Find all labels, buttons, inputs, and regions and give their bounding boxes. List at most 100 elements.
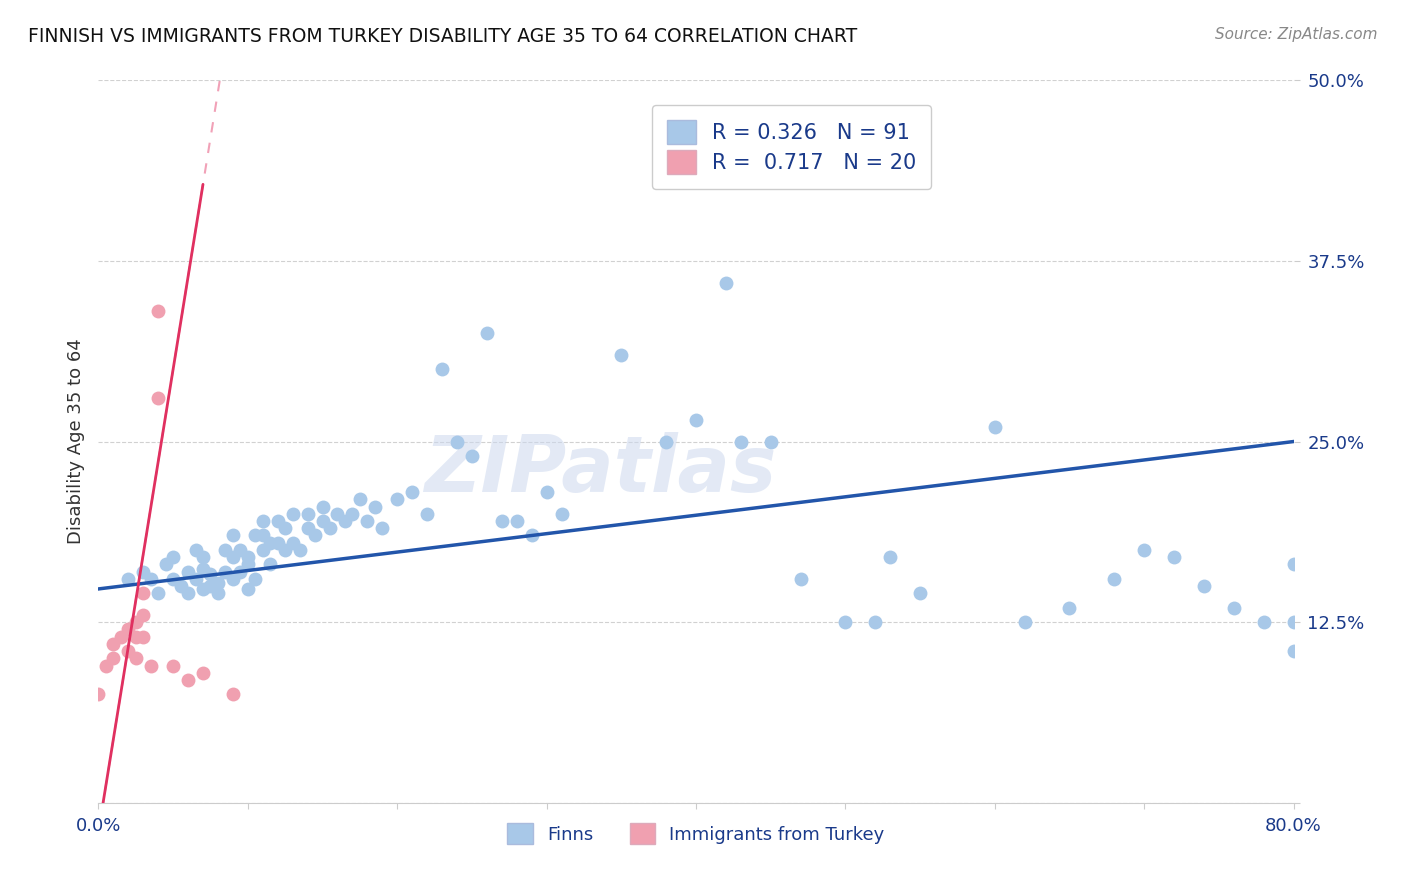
Legend: Finns, Immigrants from Turkey: Finns, Immigrants from Turkey — [501, 816, 891, 852]
Point — [236, 558, 259, 572]
Point — [87, 687, 110, 701]
Point — [385, 492, 409, 507]
Point — [132, 586, 155, 600]
Point — [326, 507, 349, 521]
Point — [191, 550, 214, 565]
Point — [908, 586, 931, 600]
Point — [1282, 615, 1305, 630]
Point — [103, 651, 125, 665]
Point — [984, 420, 1007, 434]
Point — [148, 304, 170, 318]
Point — [865, 615, 887, 630]
Point — [1223, 600, 1246, 615]
Point — [191, 562, 214, 576]
Point — [371, 521, 394, 535]
Point — [834, 615, 856, 630]
Point — [267, 535, 290, 549]
Point — [245, 528, 267, 542]
Point — [252, 514, 274, 528]
Point — [879, 550, 901, 565]
Point — [1104, 572, 1126, 586]
Point — [349, 492, 371, 507]
Point — [311, 500, 333, 514]
Point — [117, 572, 139, 586]
Point — [685, 413, 707, 427]
Point — [446, 434, 468, 449]
Point — [125, 630, 148, 644]
Point — [1059, 600, 1081, 615]
Point — [229, 542, 252, 557]
Point — [297, 507, 319, 521]
Point — [267, 514, 290, 528]
Point — [200, 579, 222, 593]
Point — [132, 630, 155, 644]
Point — [184, 572, 207, 586]
Point — [207, 576, 229, 591]
Point — [304, 528, 326, 542]
Point — [342, 507, 364, 521]
Point — [184, 542, 207, 557]
Point — [274, 542, 297, 557]
Point — [430, 362, 453, 376]
Point — [475, 326, 498, 340]
Point — [222, 687, 245, 701]
Point — [789, 572, 811, 586]
Text: ZIPatlas: ZIPatlas — [425, 433, 776, 508]
Point — [169, 579, 191, 593]
Point — [550, 507, 572, 521]
Point — [1014, 615, 1036, 630]
Point — [259, 558, 281, 572]
Point — [117, 623, 139, 637]
Point — [236, 550, 259, 565]
Text: FINNISH VS IMMIGRANTS FROM TURKEY DISABILITY AGE 35 TO 64 CORRELATION CHART: FINNISH VS IMMIGRANTS FROM TURKEY DISABI… — [28, 27, 858, 45]
Point — [491, 514, 513, 528]
Point — [236, 582, 259, 596]
Point — [148, 586, 170, 600]
Point — [94, 658, 117, 673]
Point — [148, 391, 170, 405]
Point — [132, 607, 155, 622]
Point — [229, 565, 252, 579]
Point — [139, 572, 162, 586]
Point — [207, 586, 229, 600]
Point — [162, 572, 184, 586]
Point — [1163, 550, 1185, 565]
Point — [274, 521, 297, 535]
Point — [281, 535, 304, 549]
Point — [222, 528, 245, 542]
Point — [222, 572, 245, 586]
Point — [252, 528, 274, 542]
Point — [401, 485, 423, 500]
Point — [364, 500, 387, 514]
Point — [162, 550, 184, 565]
Point — [714, 276, 737, 290]
Point — [759, 434, 782, 449]
Point — [506, 514, 529, 528]
Point — [259, 535, 281, 549]
Point — [177, 565, 200, 579]
Point — [252, 542, 274, 557]
Point — [297, 521, 319, 535]
Point — [132, 565, 155, 579]
Point — [110, 630, 132, 644]
Point — [319, 521, 342, 535]
Point — [222, 550, 245, 565]
Point — [333, 514, 356, 528]
Point — [177, 586, 200, 600]
Point — [245, 572, 267, 586]
Point — [1133, 542, 1156, 557]
Point — [356, 514, 378, 528]
Point — [214, 542, 236, 557]
Point — [103, 637, 125, 651]
Point — [162, 658, 184, 673]
Point — [281, 507, 304, 521]
Point — [288, 542, 311, 557]
Point — [139, 658, 162, 673]
Point — [214, 565, 236, 579]
Point — [191, 582, 214, 596]
Point — [610, 348, 633, 362]
Point — [125, 651, 148, 665]
Point — [730, 434, 752, 449]
Point — [1282, 644, 1305, 658]
Point — [536, 485, 558, 500]
